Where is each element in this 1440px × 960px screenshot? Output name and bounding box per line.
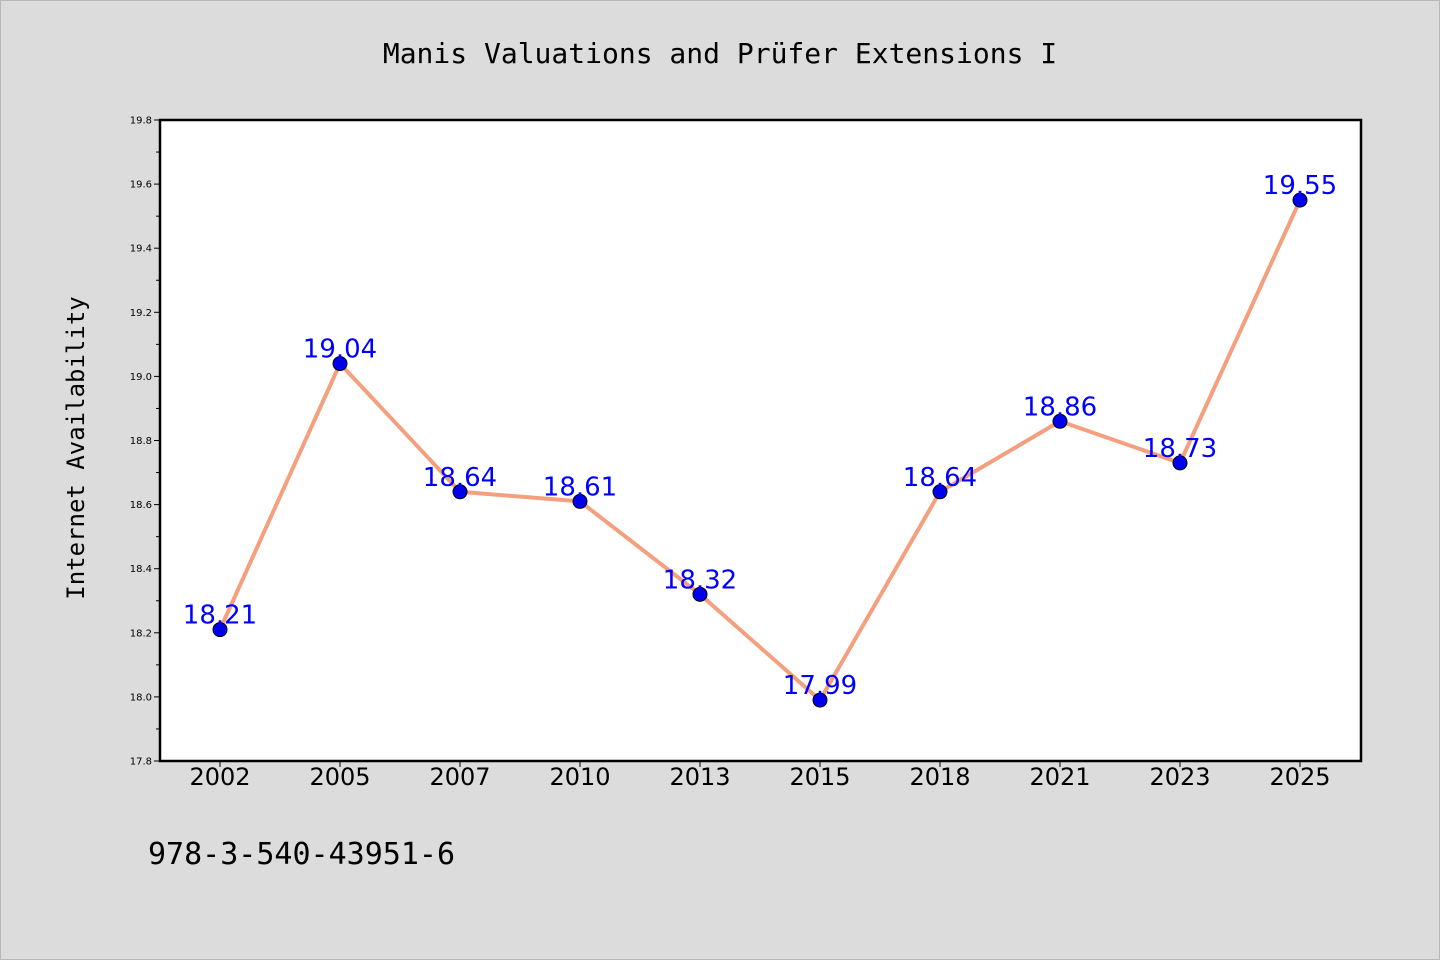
data-label: 19.55 — [1263, 171, 1337, 201]
data-point — [932, 484, 948, 500]
y-tick-label: 18.2 — [130, 628, 152, 639]
y-tick-label: 19.6 — [130, 180, 152, 191]
data-point — [812, 692, 828, 708]
x-tick-label: 2018 — [909, 763, 970, 791]
x-tick-label: 2023 — [1149, 763, 1210, 791]
x-tick-label: 2015 — [789, 763, 850, 791]
y-tick-label: 17.8 — [130, 757, 152, 768]
x-tick-label: 2021 — [1029, 763, 1090, 791]
y-tick-label: 19.4 — [130, 244, 152, 255]
data-label: 18.32 — [663, 565, 737, 595]
y-tick-label: 19.0 — [130, 372, 152, 383]
x-tick-label: 2007 — [429, 763, 490, 791]
data-label: 18.64 — [903, 463, 977, 493]
data-point — [572, 493, 588, 509]
data-point — [212, 622, 228, 638]
data-label: 18.64 — [423, 463, 497, 493]
x-tick-label: 2005 — [309, 763, 370, 791]
y-axis-label: Internet Availability — [62, 296, 90, 599]
data-label: 18.86 — [1023, 392, 1097, 422]
x-axis-ticks: 2002 2005 2007 2010 2013 2015 2018 2021 2023 2025 — [189, 761, 1331, 791]
x-tick-label: 2002 — [189, 763, 250, 791]
x-tick-label: 2013 — [669, 763, 730, 791]
data-point — [1292, 192, 1308, 208]
plot-area — [158, 118, 1363, 763]
data-label: 19.04 — [303, 335, 377, 365]
data-label: 18.73 — [1143, 434, 1217, 464]
data-point — [1172, 455, 1188, 471]
y-axis-ticks: 17.8 18.0 18.2 18.4 18.6 18.8 19.0 19.2 19.4 19.6… — [130, 116, 160, 768]
data-label: 17.99 — [783, 671, 857, 701]
y-tick-label: 19.2 — [130, 308, 152, 319]
data-point — [332, 356, 348, 372]
data-label: 18.61 — [543, 472, 617, 502]
y-tick-label: 18.0 — [130, 692, 152, 703]
x-tick-label: 2025 — [1269, 763, 1330, 791]
y-tick-label: 18.6 — [130, 500, 152, 511]
data-labels: 18.21 19.04 18.64 18.61 18.32 17.99 18.64 18.86… — [183, 171, 1337, 701]
data-markers — [212, 192, 1308, 708]
y-tick-label: 18.4 — [130, 564, 152, 575]
chart-title: Manis Valuations and Prüfer Extensions I — [383, 37, 1057, 70]
series-line — [218, 198, 1302, 703]
data-label: 18.21 — [183, 601, 257, 631]
isbn-annotation: 978-3-540-43951-6 — [148, 837, 455, 872]
data-point — [692, 586, 708, 602]
x-tick-label: 2010 — [549, 763, 610, 791]
y-tick-label: 19.8 — [130, 116, 152, 127]
data-point — [1052, 413, 1068, 429]
data-point — [452, 484, 468, 500]
y-tick-label: 18.8 — [130, 436, 152, 447]
series-line-group — [218, 198, 1302, 703]
